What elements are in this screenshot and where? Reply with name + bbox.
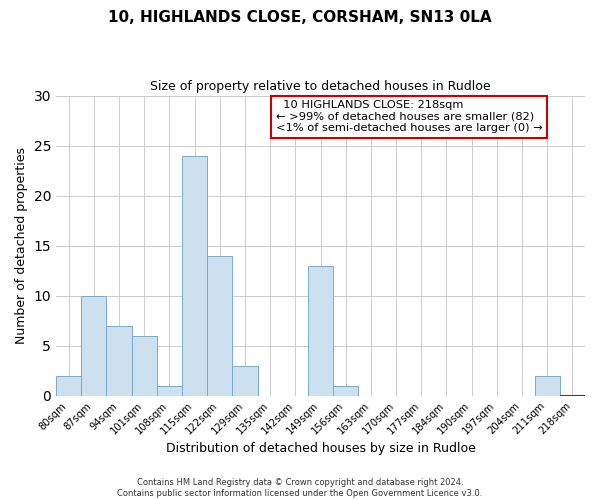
Bar	[207, 256, 232, 396]
Bar	[131, 336, 157, 396]
Y-axis label: Number of detached properties: Number of detached properties	[15, 148, 28, 344]
Bar	[157, 386, 182, 396]
Text: 10 HIGHLANDS CLOSE: 218sqm
← >99% of detached houses are smaller (82)
<1% of sem: 10 HIGHLANDS CLOSE: 218sqm ← >99% of det…	[275, 100, 542, 134]
X-axis label: Distribution of detached houses by size in Rudloe: Distribution of detached houses by size …	[166, 442, 475, 455]
Bar	[232, 366, 257, 396]
Title: Size of property relative to detached houses in Rudloe: Size of property relative to detached ho…	[150, 80, 491, 93]
Bar	[535, 376, 560, 396]
Bar	[106, 326, 131, 396]
Text: 10, HIGHLANDS CLOSE, CORSHAM, SN13 0LA: 10, HIGHLANDS CLOSE, CORSHAM, SN13 0LA	[108, 10, 492, 25]
Bar	[182, 156, 207, 396]
Bar	[333, 386, 358, 396]
Bar	[56, 376, 81, 396]
Bar	[81, 296, 106, 396]
Bar	[308, 266, 333, 396]
Text: Contains HM Land Registry data © Crown copyright and database right 2024.
Contai: Contains HM Land Registry data © Crown c…	[118, 478, 482, 498]
